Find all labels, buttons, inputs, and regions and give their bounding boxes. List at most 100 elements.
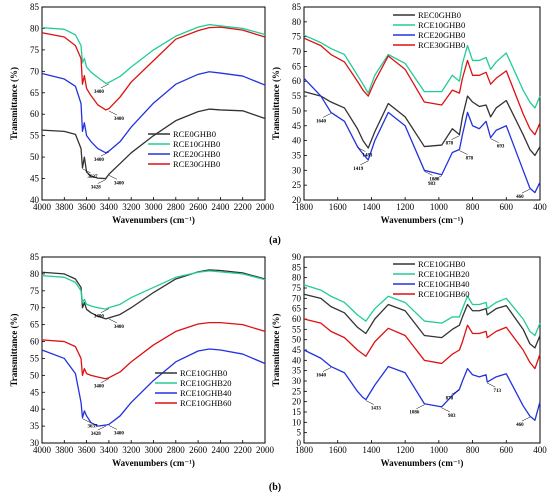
- series-line-rce10ghb40: [303, 349, 541, 421]
- peak-annotation: 3637: [87, 425, 98, 430]
- peak-annotation: 1086: [409, 411, 420, 416]
- plot-frame: [303, 6, 541, 201]
- annotation-arrow: [357, 147, 366, 152]
- series-line-rce20ghb0: [303, 77, 541, 194]
- legend-entry: RCE10GHB0: [173, 139, 220, 149]
- x-tick-label: 1200: [396, 202, 415, 212]
- x-tick-label: 400: [533, 202, 547, 212]
- y-tick-label: 65: [292, 304, 302, 314]
- annotation-arrow: [487, 382, 496, 388]
- y-tick-label: 60: [292, 76, 302, 86]
- x-tick-label: 2800: [167, 202, 186, 212]
- annotation-arrow: [441, 407, 450, 413]
- y-tick-label: 10: [292, 417, 302, 427]
- x-tick-label: 1000: [430, 202, 449, 212]
- series-line-rce0ghb0: [41, 108, 266, 180]
- annotation-arrow: [108, 425, 118, 430]
- y-tick-label: 15: [292, 407, 302, 417]
- annotation-arrow: [108, 318, 118, 324]
- legend-entry: RCE10GHB0: [418, 20, 465, 30]
- y-tick-label: 20: [292, 397, 302, 407]
- x-tick-label: 3800: [55, 445, 74, 455]
- y-tick-label: 80: [292, 273, 302, 283]
- peak-annotation: 3637: [87, 175, 98, 180]
- y-tick-label: 65: [292, 61, 302, 71]
- series-line-rce10ghb60: [303, 318, 541, 370]
- peak-annotation: 878: [466, 157, 474, 162]
- x-axis-label: Wavenumbers (cm⁻¹): [381, 215, 464, 225]
- y-tick-label: 45: [30, 174, 40, 184]
- annotation-arrow: [108, 175, 118, 180]
- x-tick-label: 3200: [122, 445, 141, 455]
- legend-entry: RCE10GHB60: [418, 289, 469, 299]
- peak-annotation: 713: [493, 389, 501, 394]
- x-tick-label: 1800: [295, 202, 314, 212]
- y-tick-label: 0: [297, 438, 302, 448]
- series-line-rce20ghb0: [41, 71, 266, 154]
- x-tick-label: 2400: [211, 445, 230, 455]
- peak-annotation: 3400: [94, 315, 105, 320]
- y-tick-label: 65: [30, 88, 40, 98]
- y-tick-label: 30: [30, 438, 40, 448]
- annotation-arrow: [100, 151, 110, 157]
- annotation-arrow: [521, 188, 530, 194]
- legend-entry: RCE10GHB0: [418, 259, 465, 269]
- annotation-arrow: [365, 400, 374, 405]
- y-tick-label: 25: [292, 180, 302, 190]
- annotation-arrow: [82, 418, 91, 423]
- y-tick-label: 85: [30, 2, 40, 12]
- x-tick-label: 1400: [362, 202, 381, 212]
- y-tick-label: 65: [30, 320, 40, 330]
- series-line-rce10ghb0: [303, 34, 541, 109]
- peak-annotation: 1640: [316, 374, 327, 379]
- legend-entry: RCE10GHB0: [180, 368, 227, 378]
- y-tick-label: 40: [292, 355, 302, 365]
- y-tick-label: 20: [292, 195, 302, 205]
- y-tick-label: 40: [30, 195, 40, 205]
- y-axis-label: Transmittance (%): [9, 313, 19, 386]
- y-tick-label: 55: [292, 91, 302, 101]
- peak-annotation: 3428: [91, 186, 102, 191]
- legend-entry: RCE10GHB40: [418, 279, 469, 289]
- x-tick-label: 1600: [329, 202, 348, 212]
- x-tick-label: 800: [466, 202, 480, 212]
- x-tick-label: 1000: [430, 445, 449, 455]
- y-tick-label: 35: [292, 366, 302, 376]
- y-tick-label: 70: [30, 66, 40, 76]
- legend-entry: RCE10GHB60: [180, 398, 231, 408]
- y-tick-label: 60: [292, 314, 302, 324]
- series-line-rce10ghb0: [41, 23, 266, 84]
- peak-annotation: 460: [516, 423, 524, 428]
- peak-annotation: 1640: [316, 119, 327, 124]
- y-tick-label: 70: [292, 47, 302, 57]
- x-tick-label: 2200: [234, 445, 253, 455]
- series-line-rce30ghb0: [303, 37, 541, 136]
- plot-frame: [41, 256, 266, 444]
- annotation-arrow: [108, 110, 118, 116]
- y-tick-label: 85: [30, 252, 40, 262]
- x-tick-label: 4000: [33, 202, 52, 212]
- y-tick-label: 75: [292, 283, 302, 293]
- x-tick-label: 3200: [122, 202, 141, 212]
- x-tick-label: 2600: [189, 202, 208, 212]
- peak-annotation: 983: [448, 414, 456, 419]
- legend-entry: RCE20GHB0: [418, 30, 465, 40]
- legend-entry: RCE0GHB0: [173, 129, 216, 139]
- peak-annotation: 460: [516, 195, 524, 200]
- y-tick-label: 60: [30, 337, 40, 347]
- peak-annotation: 1433: [371, 407, 382, 412]
- x-tick-label: 2400: [211, 202, 230, 212]
- peak-annotation: 3400: [94, 385, 105, 390]
- chart-pa-left: 4000 3800 3600 3400 3200 3000 2800 2600 2400 2200…: [9, 2, 275, 225]
- x-axis-label: Wavenumbers (cm⁻¹): [112, 458, 195, 468]
- x-tick-label: 1600: [329, 445, 348, 455]
- chart-pa-right: 1800 1600 1400 1200 1000 800 600 400 20 25 30 35 40 4…: [271, 2, 547, 225]
- peak-annotation: 3400: [94, 158, 105, 163]
- annotation-arrow: [97, 179, 106, 184]
- annotation-arrow: [322, 367, 332, 372]
- annotation-arrow: [521, 416, 530, 422]
- annotation-arrow: [82, 168, 91, 174]
